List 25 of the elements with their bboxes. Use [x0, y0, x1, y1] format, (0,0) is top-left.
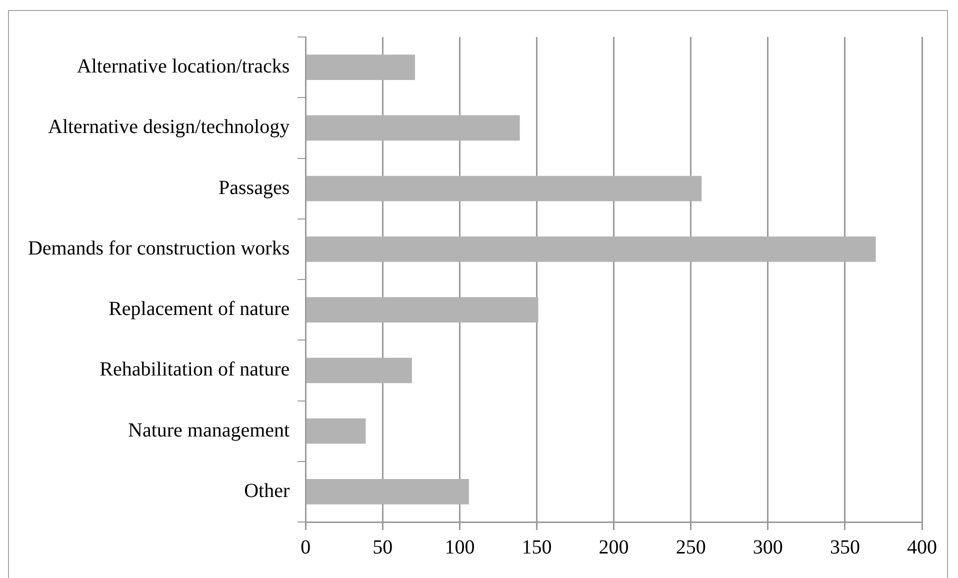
- y-tick-label: Nature management: [128, 419, 290, 442]
- y-tick-label: Replacement of nature: [108, 298, 290, 320]
- y-tick-label: Rehabilitation of nature: [100, 358, 290, 381]
- x-tick-label: 0: [300, 536, 311, 558]
- y-tick-label: Alternative location/tracks: [76, 56, 290, 78]
- bar: [306, 115, 520, 141]
- bar: [306, 418, 366, 444]
- bar: [306, 358, 412, 384]
- x-tick-label: 400: [907, 536, 937, 558]
- x-tick-label: 200: [598, 536, 629, 558]
- bar: [306, 297, 538, 323]
- y-tick-label: Passages: [218, 176, 290, 199]
- x-tick-label: 350: [830, 536, 860, 558]
- x-tick-label: 50: [372, 536, 393, 558]
- bar: [306, 54, 416, 80]
- x-tick-label: 250: [676, 536, 706, 558]
- bar: [306, 176, 702, 202]
- y-tick-label: Alternative design/technology: [48, 116, 290, 138]
- y-tick-label: Other: [244, 480, 290, 502]
- bar: [306, 478, 469, 504]
- x-tick-label: 150: [522, 536, 552, 558]
- x-tick-label: 300: [752, 536, 783, 558]
- x-tick-label: 100: [444, 536, 475, 558]
- y-tick-label: Demands for construction works: [28, 237, 290, 260]
- bar: [306, 236, 876, 262]
